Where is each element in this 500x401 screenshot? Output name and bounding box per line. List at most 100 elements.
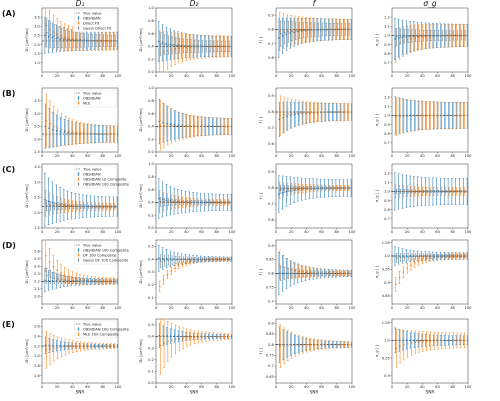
- x-tick-label: 20: [169, 74, 174, 78]
- chart-panel: 0.7 0.8 0.9 1.0 1.1 1.2 0 20 40 60 80 100 σ_g [ ]: [374, 163, 472, 234]
- data-point: [159, 201, 162, 203]
- data-point: [177, 335, 180, 338]
- x-tick-label: 80: [101, 306, 106, 310]
- data-point: [281, 272, 284, 275]
- data-point: [332, 111, 335, 113]
- x-tick-label: 0: [391, 154, 394, 158]
- data-point: [178, 47, 180, 50]
- data-point: [169, 335, 172, 337]
- data-point: [295, 187, 297, 190]
- data-point: [173, 258, 175, 260]
- data-point: [416, 255, 419, 257]
- x-tick-label: 100: [115, 385, 123, 389]
- data-point: [283, 272, 286, 275]
- data-point: [290, 344, 293, 347]
- y-tick-label: 0.8: [268, 110, 274, 114]
- data-point: [224, 125, 226, 128]
- data-point: [448, 114, 451, 117]
- x-tick-label: 80: [335, 306, 340, 310]
- y-tick-label: 1.2: [384, 171, 390, 175]
- data-point: [289, 272, 292, 275]
- plot-area: [276, 324, 352, 368]
- data-point: [216, 201, 219, 204]
- x-tick-label: 60: [199, 306, 204, 310]
- data-point: [348, 187, 350, 189]
- data-point: [61, 205, 63, 208]
- y-tick-label: 0.9: [268, 94, 274, 98]
- data-point: [232, 202, 234, 204]
- legend-marker: [77, 254, 80, 256]
- chart-panel: 0.0 0.2 0.4 0.6 0.8 1.0 0 20 40 60 80 100 D₂ [µm²/ms…: [138, 162, 236, 234]
- data-point: [231, 335, 232, 338]
- data-point: [398, 276, 401, 279]
- data-point: [91, 280, 94, 283]
- y-tick-label: 0.95: [382, 268, 390, 272]
- x-tick-label: 80: [215, 154, 220, 158]
- x-tick-label: 40: [304, 74, 309, 78]
- legend-box: [74, 320, 117, 339]
- legend-entry: Gauss Direct Fit: [83, 26, 112, 30]
- data-point: [340, 111, 342, 113]
- x-tick-label: 20: [169, 385, 174, 389]
- y-tick-label: 1.1: [384, 24, 390, 28]
- data-point: [180, 44, 183, 47]
- data-point: [302, 111, 304, 114]
- y-tick-label: 0.9: [268, 13, 274, 17]
- data-point: [52, 265, 55, 268]
- legend-marker: [77, 97, 80, 99]
- data-point: [220, 125, 222, 128]
- data-point: [178, 337, 181, 340]
- y-tick-label: 0.4: [148, 335, 154, 339]
- data-point: [410, 115, 413, 117]
- column-title: D₂: [190, 0, 199, 8]
- x-tick-label: 100: [465, 154, 473, 158]
- data-point: [352, 29, 354, 31]
- data-point: [59, 345, 62, 347]
- data-point: [285, 190, 288, 193]
- y-axis-label: D₁ [µm²/ms]: [24, 28, 29, 52]
- chart-panel: 0.0 0.2 0.4 0.6 0.8 1.0 0 20 40 60 80 100 D₂ [µm²/ms…: [138, 6, 236, 78]
- data-point: [333, 187, 335, 189]
- data-point: [409, 255, 411, 257]
- data-point: [68, 130, 70, 133]
- y-tick-label: 0.2: [148, 283, 154, 287]
- data-point: [463, 339, 466, 342]
- y-tick-label: 0.7: [268, 299, 274, 303]
- data-point: [452, 339, 455, 342]
- data-point: [325, 111, 327, 113]
- y-tick-label: 0.6: [268, 56, 274, 60]
- data-point: [186, 125, 188, 128]
- data-point: [426, 190, 428, 193]
- data-point: [351, 272, 352, 275]
- data-point: [411, 35, 413, 37]
- data-point: [110, 280, 113, 283]
- y-tick-label: 0.6: [148, 188, 154, 192]
- data-point: [87, 39, 90, 42]
- chart-panel: 0.9 0.95 1.0 1.05 0 20 40 60 80 100 σ_g [ ] SNR: [374, 318, 472, 395]
- x-tick-label: 0: [155, 385, 158, 389]
- x-tick-label: 20: [55, 385, 60, 389]
- y-tick-label: 1.0: [148, 86, 154, 90]
- y-tick-label: 0.8: [148, 175, 154, 179]
- x-tick-label: 60: [319, 385, 324, 389]
- data-point: [201, 258, 204, 261]
- y-axis-label: σ_g [ ]: [374, 189, 379, 202]
- data-point: [102, 133, 105, 135]
- legend-entry: Gauss DF 100 Composite: [83, 258, 129, 262]
- data-point: [45, 24, 47, 27]
- data-point: [169, 43, 172, 46]
- data-point: [55, 202, 58, 205]
- data-point: [44, 34, 46, 37]
- axes-frame: [275, 318, 353, 384]
- data-point: [44, 279, 46, 282]
- data-point: [185, 46, 188, 49]
- data-point: [188, 45, 191, 47]
- data-point: [283, 188, 286, 190]
- x-tick-label: 40: [70, 74, 75, 78]
- chart-panel: 1.5 2.0 2.5 3.0 3.5 0 20 40 60 80 100 D₁ [µm²/ms] Tr…: [24, 163, 130, 234]
- data-point: [467, 255, 468, 257]
- x-tick-label: 20: [55, 230, 60, 234]
- y-axis-label: D₂ [µm²/ms]: [138, 108, 143, 132]
- data-point: [411, 190, 413, 193]
